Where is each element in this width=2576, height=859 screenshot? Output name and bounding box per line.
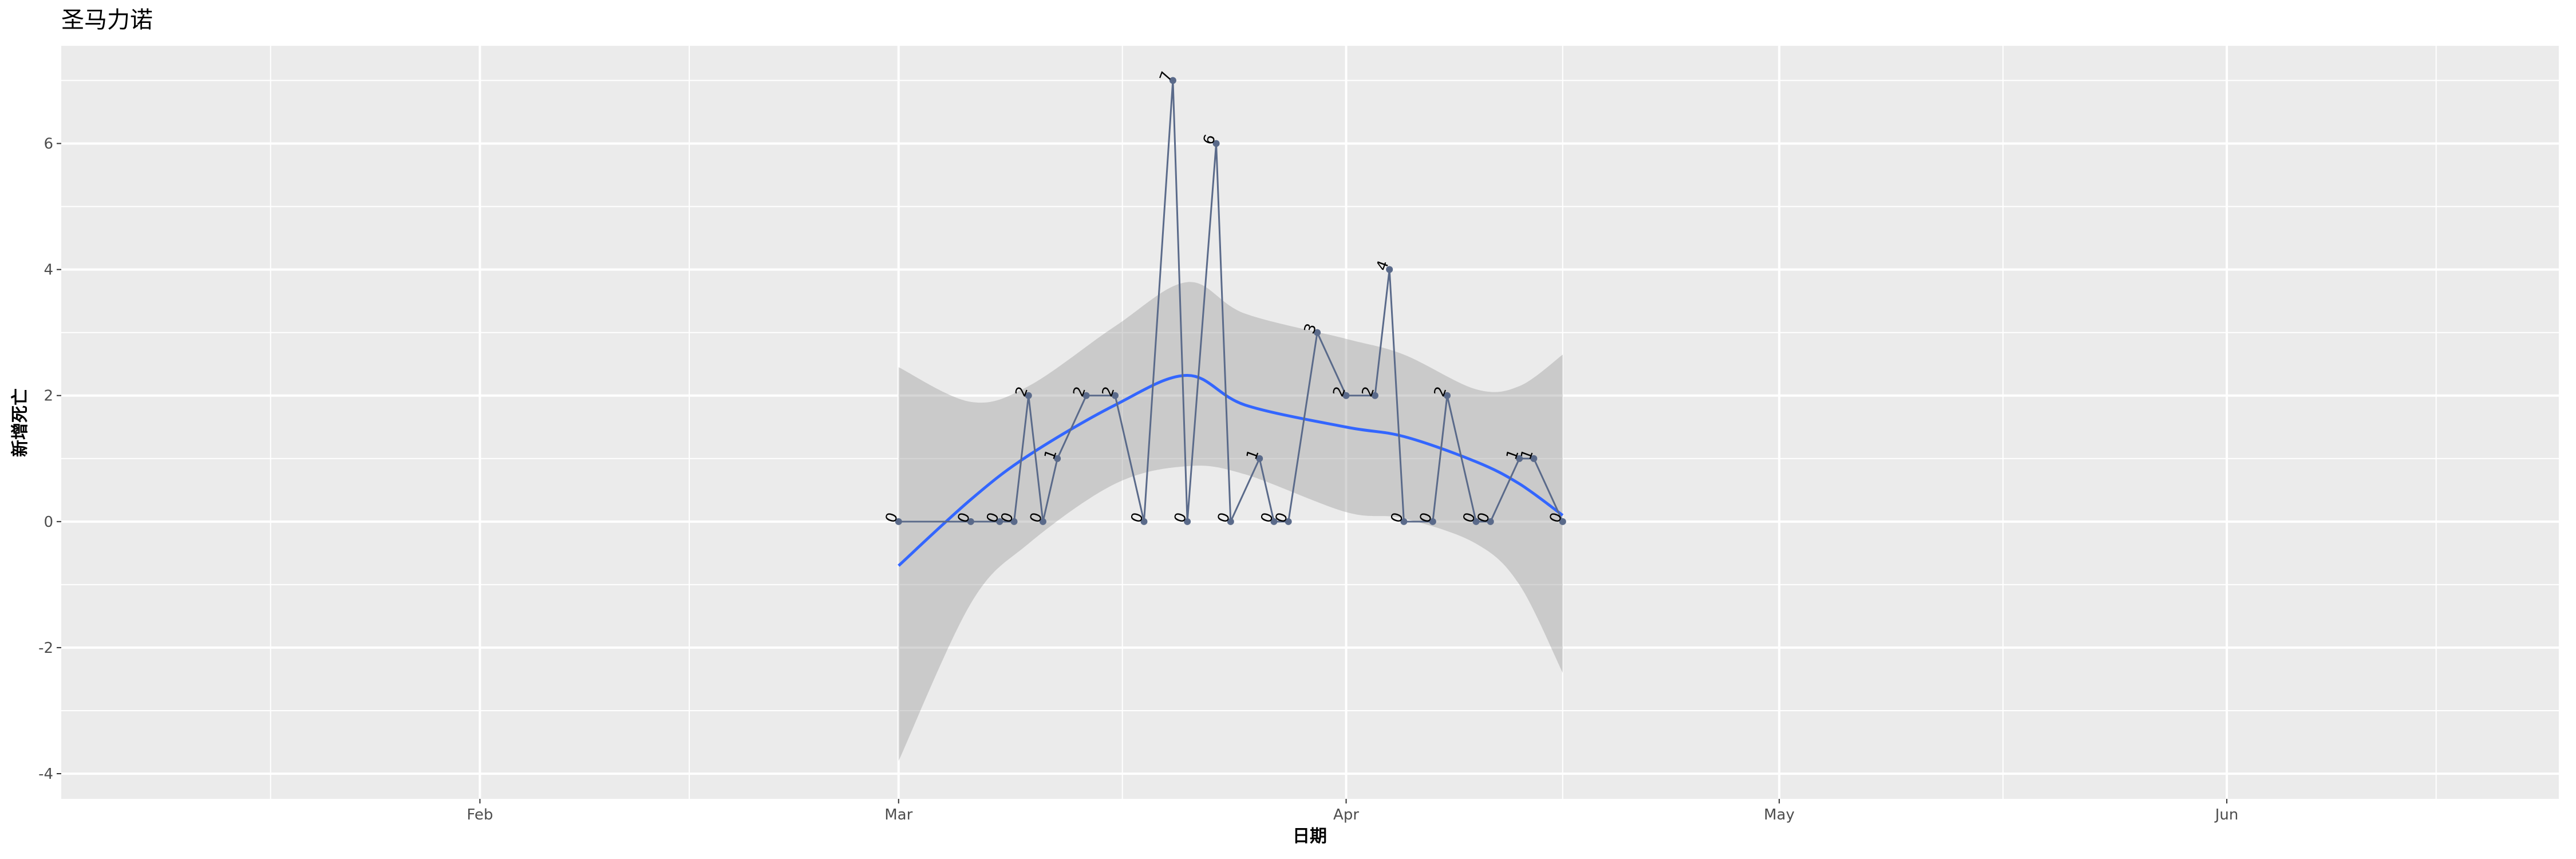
chart-title: 圣马力诺 (61, 7, 153, 33)
y-tick-label: -2 (38, 640, 53, 657)
x-tick-label: Jun (2214, 806, 2239, 823)
data-point (1169, 77, 1176, 84)
data-point (1429, 518, 1436, 525)
data-point (1112, 392, 1119, 399)
x-axis-title: 日期 (1293, 826, 1327, 846)
data-point (1559, 518, 1566, 525)
data-series (895, 77, 1566, 525)
data-point (1010, 518, 1018, 525)
data-point (1472, 518, 1480, 525)
x-axis: Feb Mar Apr May Jun (467, 799, 2238, 823)
data-point (1285, 518, 1292, 525)
y-tick-label: 0 (44, 514, 53, 531)
data-point (1082, 392, 1090, 399)
data-point (1039, 518, 1046, 525)
smooth-line (898, 374, 1564, 567)
data-point (1530, 455, 1538, 462)
y-tick-label: 4 (44, 262, 53, 279)
data-point (967, 518, 974, 525)
data-point (1342, 392, 1350, 399)
y-tick-label: 2 (44, 388, 53, 405)
gridlines (61, 46, 2559, 799)
data-point (1054, 455, 1061, 462)
data-point (1025, 392, 1032, 399)
data-point (1487, 518, 1494, 525)
x-tick-label: Apr (1333, 806, 1359, 823)
data-point (1386, 266, 1393, 273)
data-point (1184, 518, 1191, 525)
y-tick-label: -4 (38, 766, 53, 783)
data-point (1212, 140, 1220, 147)
data-point (996, 518, 1003, 525)
data-point (1270, 518, 1278, 525)
data-point (1400, 518, 1408, 525)
data-point (1444, 392, 1451, 399)
data-point (1227, 518, 1234, 525)
x-tick-label: Mar (884, 806, 912, 823)
data-point (1314, 329, 1321, 336)
data-point (1256, 455, 1263, 462)
x-tick-label: Feb (467, 806, 493, 823)
y-axis-title: 新增死亡 (10, 388, 30, 457)
y-axis: -4 -2 0 2 4 6 (38, 136, 61, 783)
x-tick-label: May (1764, 806, 1795, 823)
data-point (895, 518, 902, 525)
plot-panel (61, 46, 2559, 799)
data-point (1371, 392, 1378, 399)
data-point (1516, 455, 1523, 462)
data-point (1140, 518, 1148, 525)
loess-fit-line (898, 374, 1564, 567)
y-tick-label: 6 (44, 136, 53, 153)
